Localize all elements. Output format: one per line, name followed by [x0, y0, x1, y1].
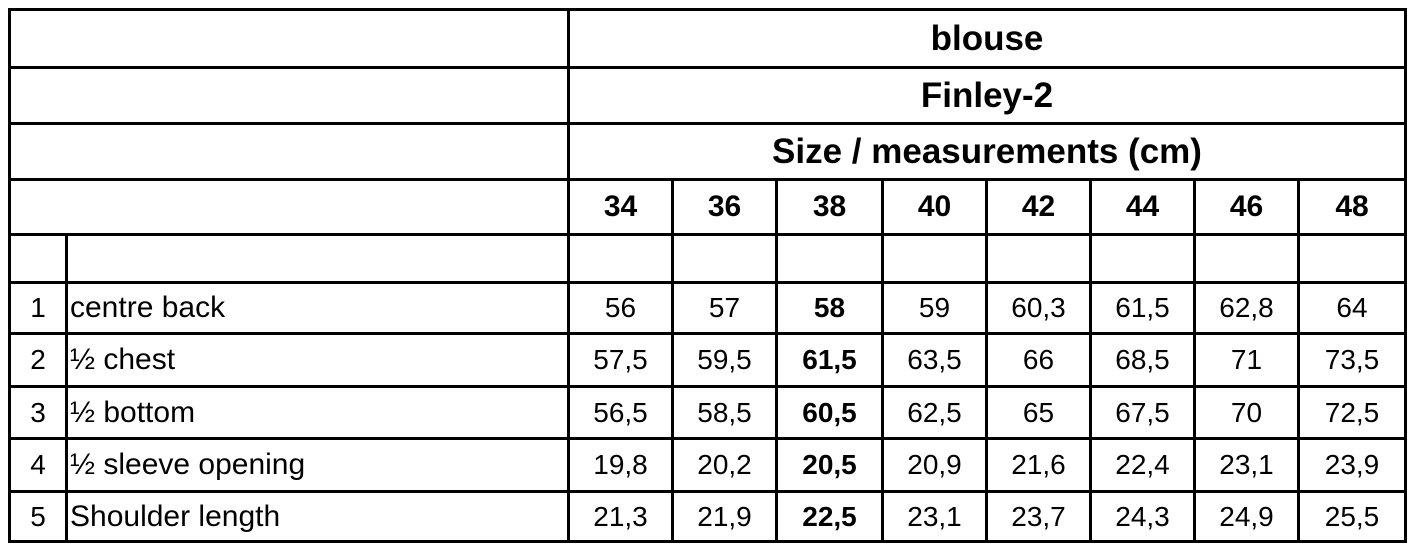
row-number: 3 — [8, 385, 68, 440]
empty-header-cell — [8, 8, 570, 69]
empty-header-cell — [8, 178, 570, 236]
size-header-40: 40 — [881, 178, 988, 236]
measurement-value: 71 — [1193, 332, 1300, 388]
size-header-48: 48 — [1297, 178, 1407, 236]
measurement-value: 20,2 — [671, 437, 778, 493]
measurement-label: centre back — [65, 281, 570, 335]
measurement-value: 65 — [985, 385, 1092, 440]
measurement-value: 56 — [567, 281, 674, 335]
measurement-value: 25,5 — [1297, 490, 1407, 543]
empty-cell — [1089, 233, 1196, 284]
measurement-value: 63,5 — [881, 332, 988, 388]
measurement-value: 64 — [1297, 281, 1407, 335]
row-number: 4 — [8, 437, 68, 493]
table-row: 1 centre back 56 57 58 59 60,3 61,5 62,8 64 — [8, 281, 1407, 335]
size-header-36: 36 — [671, 178, 778, 236]
measurement-value: 23,9 — [1297, 437, 1407, 493]
empty-header-cell — [8, 122, 570, 181]
row-number: 2 — [8, 332, 68, 388]
measurement-value: 68,5 — [1089, 332, 1196, 388]
empty-cell — [775, 233, 884, 284]
size-header-42: 42 — [985, 178, 1092, 236]
row-number: 1 — [8, 281, 68, 335]
measurement-value: 57 — [671, 281, 778, 335]
empty-cell — [671, 233, 778, 284]
measurement-value: 73,5 — [1297, 332, 1407, 388]
size-header-34: 34 — [567, 178, 674, 236]
measurement-value: 21,6 — [985, 437, 1092, 493]
empty-cell — [1297, 233, 1407, 284]
measurement-value: 19,8 — [567, 437, 674, 493]
measurement-value: 23,7 — [985, 490, 1092, 543]
measurement-value: 70 — [1193, 385, 1300, 440]
measurement-value: 24,3 — [1089, 490, 1196, 543]
measurement-value: 20,9 — [881, 437, 988, 493]
empty-cell — [1193, 233, 1300, 284]
empty-cell — [65, 233, 570, 284]
measurement-value: 62,8 — [1193, 281, 1300, 335]
measurement-label: ½ bottom — [65, 385, 570, 440]
measurement-value: 61,5 — [1089, 281, 1196, 335]
measurement-value: 67,5 — [1089, 385, 1196, 440]
measurement-value: 62,5 — [881, 385, 988, 440]
size-chart-table: blouse Finley-2 Size / measurements (cm)… — [8, 8, 1407, 543]
measurement-value: 61,5 — [775, 332, 884, 388]
measurement-label: Shoulder length — [65, 490, 570, 543]
measurement-value: 56,5 — [567, 385, 674, 440]
measurement-value: 23,1 — [1193, 437, 1300, 493]
measurement-value: 60,5 — [775, 385, 884, 440]
empty-cell — [881, 233, 988, 284]
measurement-label: ½ chest — [65, 332, 570, 388]
table-row: 5 Shoulder length 21,3 21,9 22,5 23,1 23,7 24,3… — [8, 490, 1407, 543]
measurement-value: 58,5 — [671, 385, 778, 440]
measurement-value: 59 — [881, 281, 988, 335]
size-header-46: 46 — [1193, 178, 1300, 236]
size-header-44: 44 — [1089, 178, 1196, 236]
measurement-value: 72,5 — [1297, 385, 1407, 440]
empty-cell — [8, 233, 68, 284]
model-title: Finley-2 — [567, 66, 1407, 125]
measurement-value: 66 — [985, 332, 1092, 388]
empty-cell — [567, 233, 674, 284]
garment-title: blouse — [567, 8, 1407, 69]
measurement-value: 58 — [775, 281, 884, 335]
empty-header-cell — [8, 66, 570, 125]
size-header-38: 38 — [775, 178, 884, 236]
measurement-value: 21,9 — [671, 490, 778, 543]
measurement-value: 22,5 — [775, 490, 884, 543]
measurement-value: 24,9 — [1193, 490, 1300, 543]
empty-cell — [985, 233, 1092, 284]
measurement-value: 59,5 — [671, 332, 778, 388]
measurement-label: ½ sleeve opening — [65, 437, 570, 493]
row-number: 5 — [8, 490, 68, 543]
measurement-value: 20,5 — [775, 437, 884, 493]
measurement-value: 21,3 — [567, 490, 674, 543]
measurement-value: 57,5 — [567, 332, 674, 388]
measurement-value: 23,1 — [881, 490, 988, 543]
measurements-subtitle: Size / measurements (cm) — [567, 122, 1407, 181]
measurement-value: 22,4 — [1089, 437, 1196, 493]
measurement-value: 60,3 — [985, 281, 1092, 335]
